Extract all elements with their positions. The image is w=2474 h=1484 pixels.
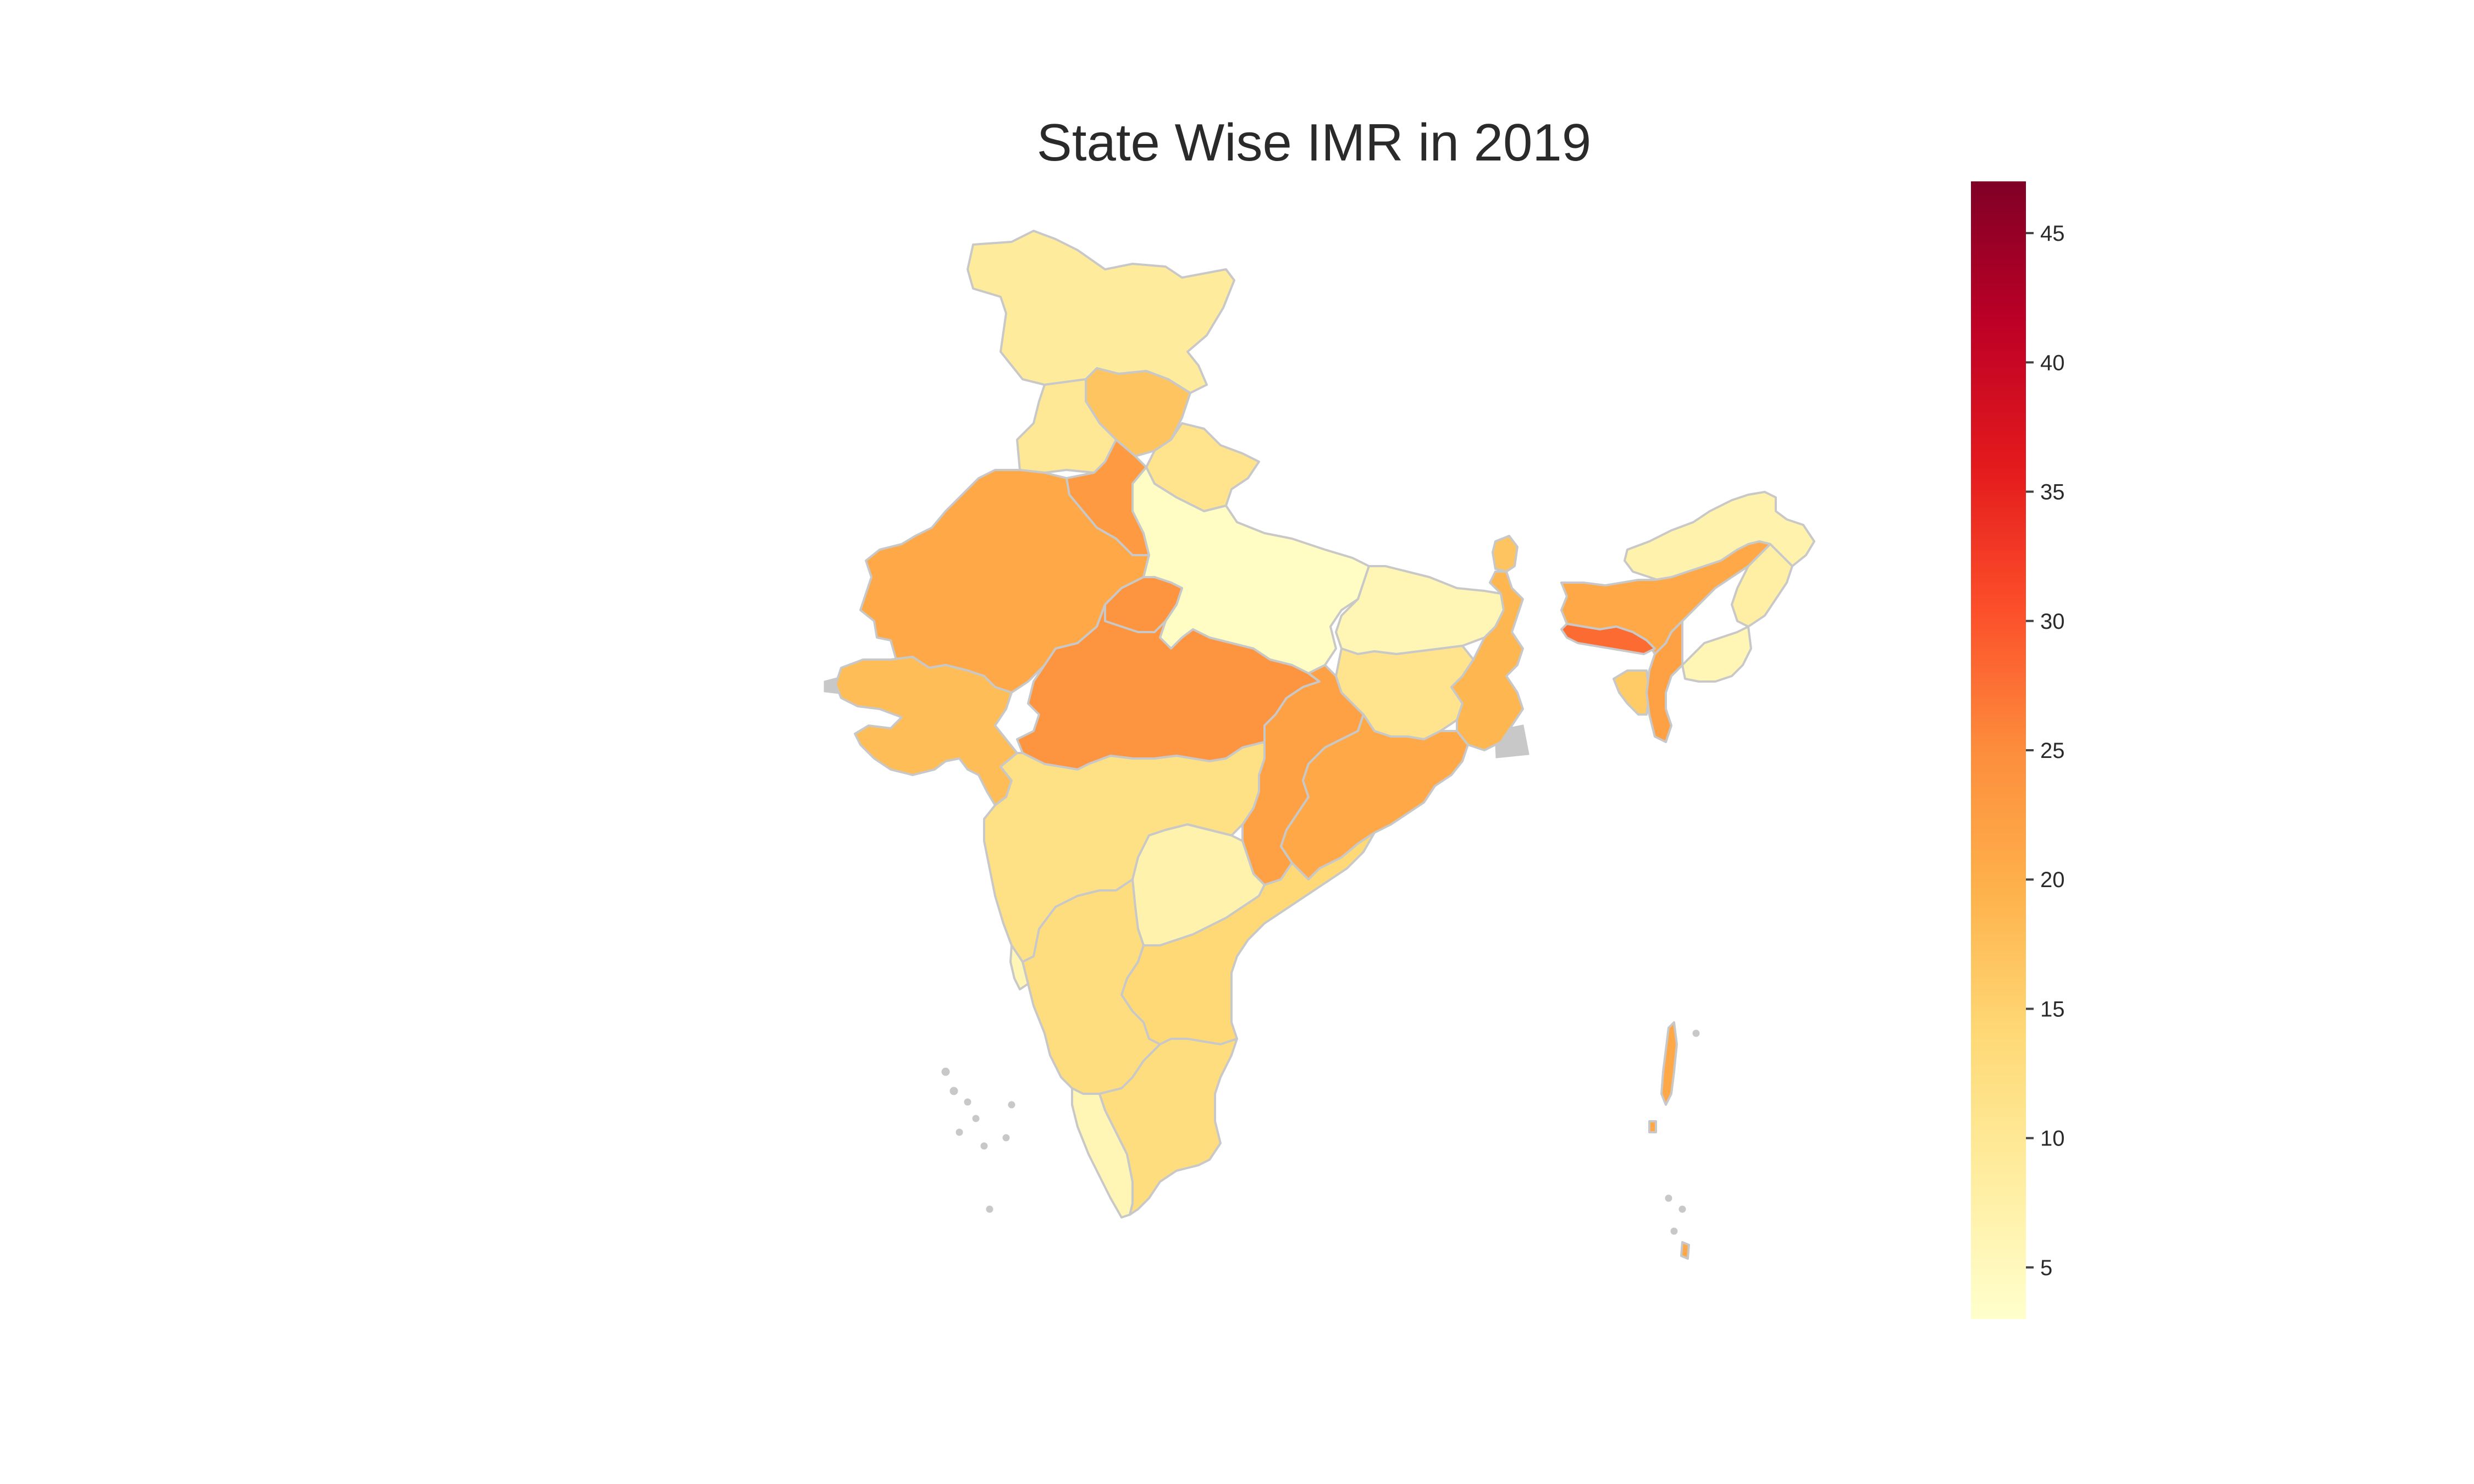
state-punjab[interactable]: Punjab: 10 (1016, 378, 1117, 474)
colorbar-tick-label: 40 (2040, 351, 2065, 375)
island-dot (1002, 1134, 1010, 1142)
island-dot (1665, 1194, 1672, 1202)
island-dot (1670, 1227, 1678, 1235)
island-dot (1692, 1029, 1700, 1037)
colorbar-tick-label: 20 (2040, 868, 2065, 892)
state-mp-gwalior[interactable]: Madhya Pradesh (Gwalior region): 24 (1104, 576, 1183, 633)
island-dot (972, 1115, 980, 1122)
colorbar-tick-label: 30 (2040, 610, 2065, 634)
page-title: State Wise IMR in 2019 (1036, 113, 1592, 172)
island-dot (1008, 1101, 1015, 1109)
island-dot (1678, 1205, 1686, 1213)
island-dot (980, 1142, 988, 1150)
state-manipur[interactable]: Manipur: 6 (1681, 625, 1752, 683)
colorbar-tick-label: 25 (2040, 739, 2065, 763)
state-uttar-pradesh[interactable]: Uttar Pradesh: 4 (1131, 466, 1370, 674)
state-andaman-nicobar[interactable]: Andaman & Nicobar: 21 (1648, 1021, 1690, 1260)
state-tamil-nadu[interactable]: Tamil Nadu: 13 (1098, 1038, 1238, 1216)
colorbar-tick-label: 35 (2040, 480, 2065, 505)
state-goa[interactable]: Goa: 6 (1009, 944, 1029, 990)
island-dot (986, 1205, 993, 1213)
state-nagaland[interactable]: Nagaland: 8 (1731, 543, 1793, 628)
state-tripura[interactable]: Tripura: 22 (1645, 620, 1683, 743)
colorbar-ticks: 5 10 15 20 25 30 35 40 45 (2026, 222, 2065, 1280)
state-karnataka[interactable]: Karnataka: 13 (1021, 878, 1161, 1095)
state-gujarat[interactable]: Gujarat: 18 (835, 656, 1018, 806)
colorbar: 5 10 15 20 25 30 35 40 45 (1971, 181, 2065, 1319)
colorbar-tick-label: 5 (2040, 1256, 2052, 1280)
state-jammu-kashmir[interactable]: Jammu & Kashmir: 9 (967, 230, 1235, 394)
island-dot (956, 1128, 963, 1136)
state-west-bengal[interactable]: West Bengal: 19 (1450, 571, 1524, 751)
island-dot (949, 1087, 958, 1095)
state-bihar[interactable]: Bihar: 6 (1335, 565, 1505, 655)
colorbar-tick-label: 15 (2040, 997, 2065, 1021)
state-regions: Jammu & Kashmir: 9 Himachal Pradesh: 17 … (835, 230, 1815, 1260)
island-dot (941, 1067, 950, 1076)
island-dot (964, 1098, 971, 1106)
colorbar-tick-label: 10 (2040, 1127, 2065, 1151)
colorbar-gradient (1971, 181, 2026, 1319)
state-sikkim[interactable]: Sikkim: 17 (1492, 535, 1518, 573)
state-meghalaya[interactable]: Meghalaya: 28 (1560, 623, 1656, 655)
colorbar-tick-label: 45 (2040, 222, 2065, 246)
state-mizoram[interactable]: Mizoram: 16 (1612, 669, 1650, 716)
